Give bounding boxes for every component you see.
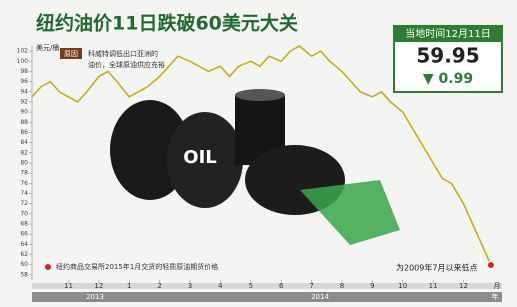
x-tick-label: 5 xyxy=(249,282,253,290)
year-label: 2014 xyxy=(311,293,329,301)
y-tick-label: 66 xyxy=(20,231,28,238)
x-tick-label: 8 xyxy=(340,282,344,290)
info-price: 59.95 xyxy=(416,44,479,68)
chart-title: 纽约油价11日跌破60美元大关 xyxy=(36,12,298,35)
x-tick-label: 1 xyxy=(127,282,131,290)
y-tick-label: 92 xyxy=(20,98,28,105)
info-change: ▼ 0.99 xyxy=(423,71,473,87)
y-tick-label: 76 xyxy=(20,180,28,187)
x-tick-label: 12 xyxy=(94,282,103,290)
y-tick-label: 78 xyxy=(20,170,28,177)
y-tick-label: 58 xyxy=(20,271,28,278)
y-tick-label: 60 xyxy=(20,261,28,268)
legend-label: 纽约商品交易所2015年1月交货的轻质原油期货价格 xyxy=(56,262,218,271)
legend-marker xyxy=(45,264,51,270)
x-tick-label: 11 xyxy=(429,282,438,290)
info-box: 当地时间12月11日 59.95 ▼ 0.99 xyxy=(394,26,502,92)
x-tick-label: 6 xyxy=(279,282,284,290)
x-tick-label: 7 xyxy=(309,282,313,290)
y-tick-label: 102 xyxy=(17,48,29,55)
info-date: 当地时间12月11日 xyxy=(405,27,490,40)
y-tick-label: 88 xyxy=(20,119,28,126)
y-tick-label: 68 xyxy=(20,221,28,228)
x-tick-label: 9 xyxy=(370,282,374,290)
y-tick-label: 84 xyxy=(20,139,28,146)
y-tick-label: 64 xyxy=(20,241,28,248)
y-axis-label: 美元/桶 xyxy=(36,43,59,52)
y-tick-label: 96 xyxy=(20,78,28,85)
chart: 纽约油价11日跌破60美元大关 美元/桶 原因 科威特调低出口亚洲的 油价，全球… xyxy=(0,0,517,307)
x-tick-label: 3 xyxy=(188,282,192,290)
y-tick-label: 86 xyxy=(20,129,28,136)
y-tick-label: 62 xyxy=(20,251,28,258)
y-tick-label: 98 xyxy=(20,68,28,75)
y-tick-label: 74 xyxy=(20,190,28,197)
reason-text: 科威特调低出口亚洲的 xyxy=(88,49,158,58)
end-note: 为2009年7月以来低点 xyxy=(396,263,477,273)
x-tick-label: 2 xyxy=(157,282,161,290)
y-tick-label: 72 xyxy=(20,200,28,207)
end-point xyxy=(487,261,494,268)
x-tick-label: 4 xyxy=(218,282,223,290)
y-tick-label: 94 xyxy=(20,88,28,95)
x-tick-label: 11 xyxy=(64,282,73,290)
year-unit: 年 xyxy=(492,292,499,301)
y-tick-label: 90 xyxy=(20,109,28,116)
y-tick-label: 70 xyxy=(20,210,28,217)
x-tick-label: 10 xyxy=(398,282,407,290)
illustration-text: OIL xyxy=(183,147,216,168)
y-tick-label: 82 xyxy=(20,149,28,156)
x-tick-label: 12 xyxy=(459,282,468,290)
year-label: 2013 xyxy=(86,293,104,301)
x-unit: 月 xyxy=(494,282,501,290)
reason-tag: 原因 xyxy=(64,50,78,58)
y-tick-label: 100 xyxy=(17,58,29,65)
y-tick-label: 80 xyxy=(20,160,28,167)
reason-text: 油价，全球原油供应充裕 xyxy=(88,60,165,69)
